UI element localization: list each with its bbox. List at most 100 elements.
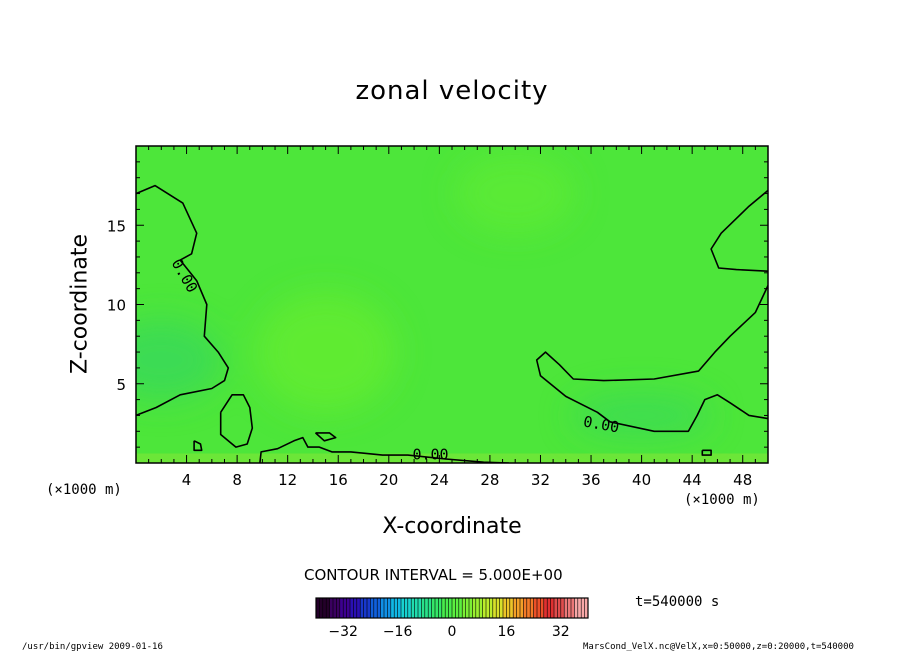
colorbar-swatch — [584, 598, 589, 618]
colorbar-swatch — [577, 598, 582, 618]
footer-command: /usr/bin/gpview 2009-01-16 — [22, 642, 163, 652]
colorbar-swatch — [397, 598, 402, 618]
colorbar-swatch — [479, 598, 483, 618]
colorbar-swatch — [475, 598, 480, 618]
colorbar-swatch — [438, 598, 443, 618]
colorbar-swatch — [424, 598, 429, 618]
contour-line — [314, 432, 337, 442]
colorbar-swatch — [329, 598, 334, 618]
time-label: t=540000 s — [635, 594, 720, 610]
colorbar-swatch — [550, 598, 555, 618]
colorbar-swatch — [533, 598, 538, 618]
colorbar-swatch — [526, 598, 531, 618]
colorbar-swatch — [571, 598, 575, 618]
colorbar-tick-label: 16 — [497, 624, 515, 640]
colorbar-swatch — [513, 598, 517, 618]
footer-source: MarsCond_VelX.nc@VelX,x=0:50000,z=0:2000… — [583, 642, 854, 652]
x-tick-label: 12 — [278, 471, 297, 489]
colorbar-swatch — [384, 598, 388, 618]
contour-line — [193, 440, 203, 452]
colorbar-swatch — [373, 598, 378, 618]
colorbar-swatch — [339, 598, 344, 618]
colorbar-swatch — [506, 598, 511, 618]
colorbar-swatch — [520, 598, 524, 618]
chart-title: zonal velocity — [355, 76, 549, 106]
colorbar-swatch — [350, 598, 354, 618]
velocity-field — [136, 146, 768, 463]
field-shade — [571, 393, 712, 438]
y-tick-label: 10 — [107, 297, 126, 315]
colorbar-swatch — [414, 598, 419, 618]
field-shade — [136, 319, 222, 400]
colorbar-swatch — [560, 598, 565, 618]
colorbar-swatch — [489, 598, 494, 618]
colorbar-swatch — [390, 598, 395, 618]
colorbar-swatch — [465, 598, 470, 618]
y-tick-label: 15 — [107, 217, 126, 235]
contour-lines — [136, 184, 768, 463]
colorbar-swatch — [363, 598, 368, 618]
colorbar-swatch — [401, 598, 405, 618]
colorbar-swatch — [380, 598, 385, 618]
colorbar-swatch — [567, 598, 572, 618]
colorbar-swatch — [346, 598, 351, 618]
colorbar-swatch — [503, 598, 507, 618]
contour-line — [710, 189, 768, 272]
x-tick-label: 28 — [480, 471, 499, 489]
colorbar-swatch — [486, 598, 490, 618]
contour-line — [136, 184, 230, 417]
colorbar-swatch — [564, 598, 568, 618]
x-tick-label: 24 — [430, 471, 449, 489]
colorbar-swatch — [319, 598, 324, 618]
contour-interval-label: CONTOUR INTERVAL = 5.000E+00 — [304, 566, 563, 584]
colorbar-swatch — [496, 598, 500, 618]
colorbar-swatch — [431, 598, 436, 618]
x-tick-label: 20 — [379, 471, 398, 489]
contour-line — [219, 394, 254, 448]
colorbar-swatch — [445, 598, 449, 618]
contour-label: 0.00 — [412, 446, 448, 464]
colorbar-swatch — [455, 598, 460, 618]
x-axis-unit-right: (×1000 m) — [684, 492, 760, 508]
colorbar-swatch — [418, 598, 422, 618]
colorbar-swatch — [530, 598, 534, 618]
colorbar: −32 −16 0 16 32 — [315, 597, 589, 640]
colorbar-swatch — [441, 598, 446, 618]
x-tick-label: 36 — [581, 471, 600, 489]
colorbar-tick-label: −16 — [383, 624, 413, 640]
colorbar-swatch — [407, 598, 412, 618]
x-tick-label: 8 — [232, 471, 242, 489]
colorbar-swatch — [404, 598, 409, 618]
colorbar-swatch — [367, 598, 371, 618]
contour-line — [701, 449, 712, 456]
colorbar-swatch — [435, 598, 439, 618]
field-shade — [255, 292, 396, 413]
colorbar-swatch — [333, 598, 337, 618]
colorbar-swatch — [411, 598, 415, 618]
colorbar-swatch — [462, 598, 466, 618]
colorbar-swatch — [458, 598, 463, 618]
colorbar-swatch — [448, 598, 453, 618]
colorbar-swatch — [336, 598, 341, 618]
x-tick-label: 40 — [632, 471, 651, 489]
x-axis-unit-left: (×1000 m) — [46, 482, 122, 498]
colorbar-swatch — [421, 598, 426, 618]
colorbar-swatch — [554, 598, 558, 618]
colorbar-swatch — [469, 598, 473, 618]
y-tick-label: 5 — [116, 376, 126, 394]
colorbar-swatch — [356, 598, 361, 618]
colorbar-swatch — [360, 598, 364, 618]
colorbar-swatch — [543, 598, 548, 618]
colorbar-frame — [315, 597, 589, 619]
field-shade — [136, 453, 768, 463]
colorbar-tick-label: −32 — [328, 624, 358, 640]
colorbar-swatch — [509, 598, 514, 618]
x-tick-label: 44 — [683, 471, 702, 489]
field-shade — [455, 153, 576, 234]
colorbar-swatch — [452, 598, 456, 618]
colorbar-swatch — [370, 598, 375, 618]
colorbar-swatch — [547, 598, 551, 618]
contour-label: 0.00 — [582, 412, 621, 436]
colorbar-tick-label: 32 — [552, 624, 570, 640]
